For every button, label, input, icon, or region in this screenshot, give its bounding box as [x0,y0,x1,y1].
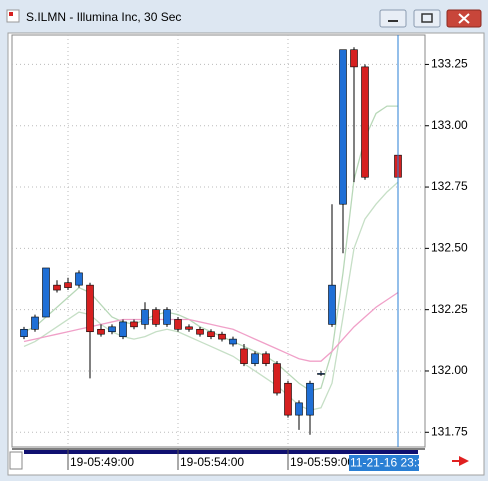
candle-body [75,272,83,286]
candle-body [152,309,160,325]
close-icon [458,13,470,24]
candle-body [20,328,28,337]
candle-body [229,338,237,345]
candle-body [306,382,314,416]
candle-body [295,402,303,416]
candle-body [218,333,226,340]
candle-body [196,328,204,335]
y-tick-label: 133.25 [431,57,468,71]
candle-body [174,319,182,330]
candle-body [317,373,325,375]
x-tick-label: 19-05:54:00 [180,455,244,469]
candle-body [339,49,347,205]
candle-body [185,326,193,330]
maximize-button[interactable] [413,9,441,28]
candle-body [328,284,336,325]
candle-body [273,363,281,394]
app-icon-mark [9,12,13,16]
scroll-right-arrow[interactable] [452,456,469,466]
x-tick-label: 19-05:59:00 [290,455,354,469]
x-tick-label: 19-05:49:00 [70,455,134,469]
candle-body [207,331,215,337]
cursor-label-bg [349,455,419,471]
cursor-label: 11-21-16 23:34:00 [350,456,448,470]
y-tick-label: 131.75 [431,424,468,438]
y-tick-label: 132.75 [431,179,468,193]
candle-body [97,328,105,335]
y-tick-label: 132.00 [431,363,468,377]
y-tick-label: 132.25 [431,302,468,316]
candle-body [130,321,138,328]
candle-body [262,353,270,364]
candle-body [86,284,94,333]
minimize-button[interactable] [379,9,407,28]
window-title: S.ILMN - Illumina Inc, 30 Sec [26,10,181,24]
candle-body [284,382,292,416]
candle-body [64,282,72,288]
candle-body [361,66,369,178]
maximize-icon [421,13,433,23]
candle-body [119,321,127,337]
candle-body [42,267,50,318]
candle-body [350,49,358,68]
candle-body [31,316,39,330]
candle-body [240,348,248,364]
candle-body [53,284,61,291]
candle-body [108,326,116,333]
y-tick-label: 132.50 [431,241,468,255]
y-tick-label: 133.00 [431,118,468,132]
time-scrollbar [24,450,418,454]
scroll-button[interactable] [9,451,23,470]
candle-body [141,309,149,325]
candle-body [163,309,171,325]
candle-body [251,353,259,364]
